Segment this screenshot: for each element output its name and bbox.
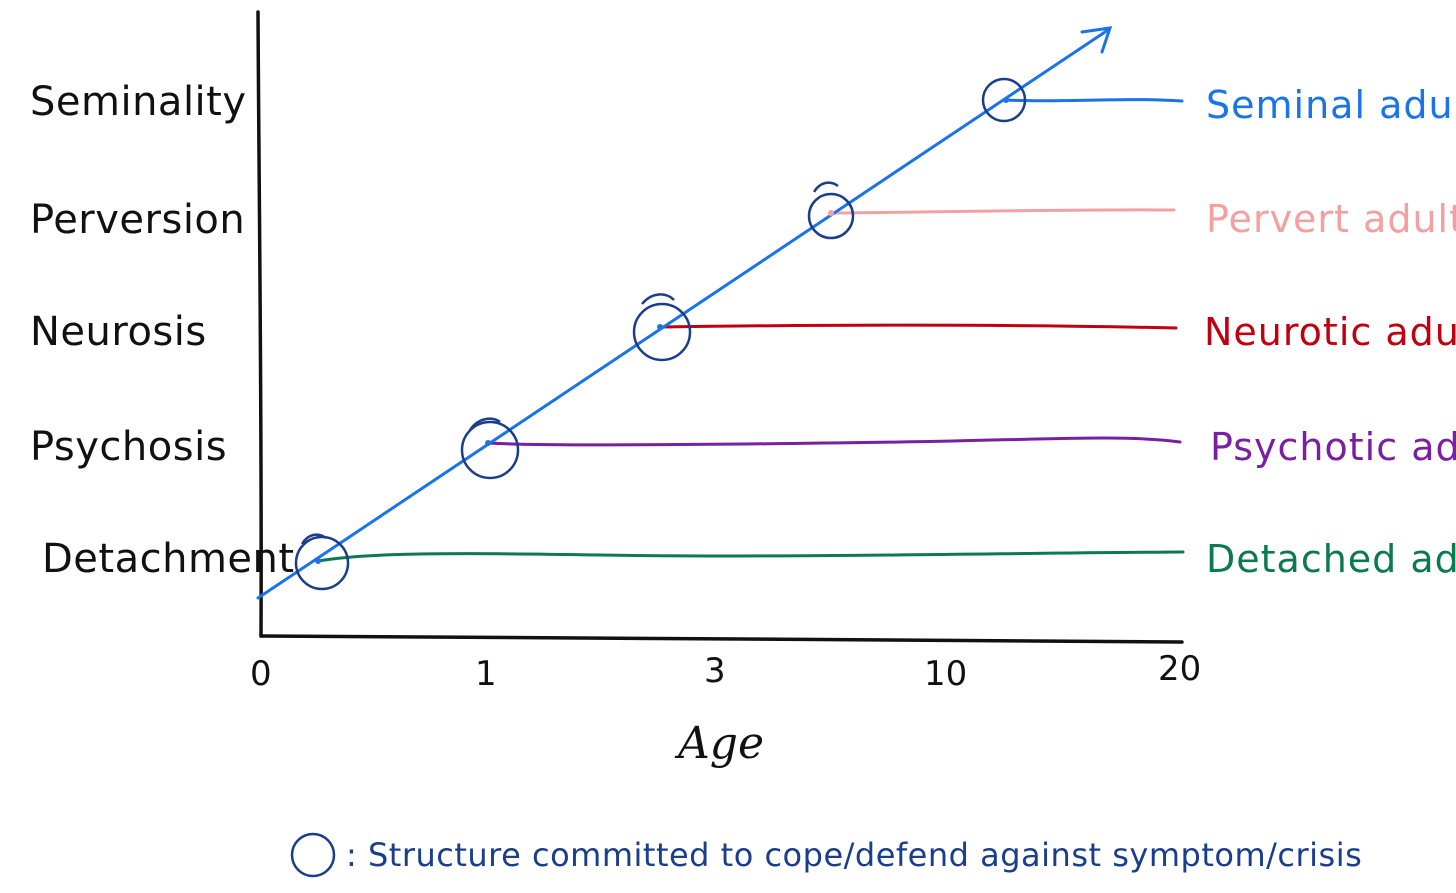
plateau-line-seminal xyxy=(1004,98,1184,103)
commit-circle-detachment xyxy=(294,533,350,591)
x-tick-label-0: 0 xyxy=(250,654,272,694)
plateau-line-detached xyxy=(316,550,1185,563)
arrow-head-icon xyxy=(1080,26,1113,54)
outcome-label-psychotic: Psychotic adult xyxy=(1210,425,1456,469)
level-label-perversion: Perversion xyxy=(30,197,245,243)
commit-circle-seminality xyxy=(981,77,1027,123)
legend-circle-icon xyxy=(290,832,336,878)
plateau-line-psychotic xyxy=(486,436,1182,447)
commit-circle-psychosis xyxy=(460,417,520,480)
y-axis xyxy=(256,10,263,638)
level-label-psychosis: Psychosis xyxy=(30,424,227,470)
plateau-line-neurotic xyxy=(658,323,1178,330)
level-label-detachment: Detachment xyxy=(42,536,295,582)
x-axis-title: Age xyxy=(674,718,764,769)
commit-circle-perversion xyxy=(807,181,855,240)
x-tick-label-10: 10 xyxy=(924,654,967,694)
legend-text: : Structure committed to cope/defend aga… xyxy=(346,836,1362,874)
level-label-neurosis: Neurosis xyxy=(30,309,207,355)
outcome-label-detached: Detached adult xyxy=(1206,537,1456,581)
commit-circle-neurosis xyxy=(632,293,692,362)
outcome-label-pervert: Pervert adult xyxy=(1206,197,1456,241)
plateau-line-pervert xyxy=(829,208,1176,215)
x-tick-label-3: 3 xyxy=(704,651,726,691)
level-label-seminality: Seminality xyxy=(30,79,247,125)
x-axis xyxy=(259,634,1184,644)
outcome-label-seminal: Seminal adult xyxy=(1206,83,1456,127)
outcome-label-neurotic: Neurotic adult xyxy=(1204,310,1456,354)
x-tick-label-20: 20 xyxy=(1158,649,1201,689)
x-tick-label-1: 1 xyxy=(475,654,497,694)
